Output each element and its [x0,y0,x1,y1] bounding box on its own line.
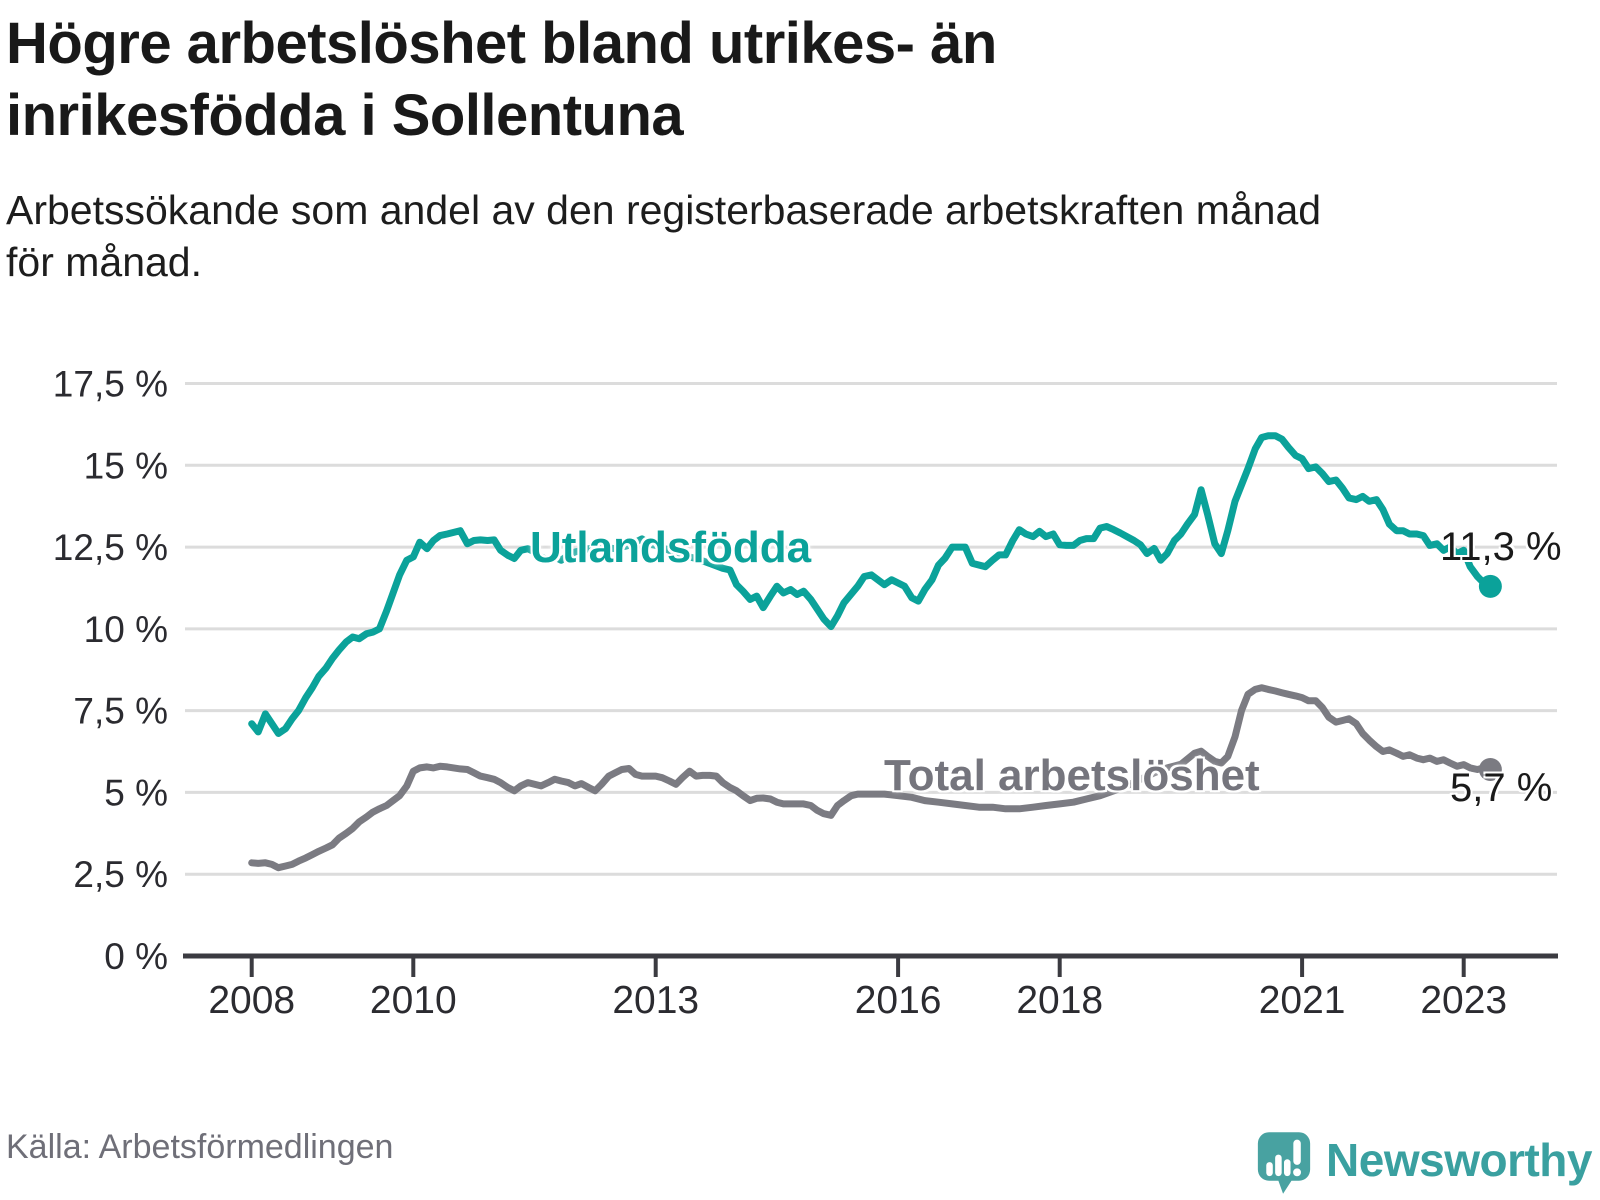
title-line-1: Högre arbetslöshet bland utrikes- än [6,11,997,76]
y-axis-tick-label: 7,5 % [73,691,168,732]
end-value-utlandsfodda: 11,3 % [1440,525,1562,569]
brand-name: Newsworthy [1326,1134,1592,1186]
title-line-2: inrikesfödda i Sollentuna [6,82,684,148]
series-end-dot [1478,758,1502,782]
x-axis-tick-label: 2010 [370,979,457,1022]
brand-logo: Newsworthy [1256,1130,1592,1196]
y-axis-tick-label: 2,5 % [73,854,168,895]
bar-1 [1266,1162,1273,1177]
page-title: Högre arbetslöshet bland utrikes- än inr… [6,8,1566,152]
exclamation-dot [1293,1168,1302,1177]
bar-2 [1275,1154,1282,1177]
y-axis-tick-label: 15 % [84,445,168,486]
x-axis-tick-label: 2008 [208,979,295,1022]
y-axis-tick-label: 10 % [84,609,168,650]
source-note: Källa: Arbetsförmedlingen [6,1128,394,1166]
y-axis-tick-label: 0 % [104,936,168,977]
newsworthy-icon [1257,1132,1311,1194]
x-axis-tick-label: 2016 [855,979,942,1022]
x-axis-tick-label: 2018 [1016,979,1103,1022]
y-axis-tick-label: 17,5 % [53,364,168,405]
y-axis-tick-label: 5 % [104,772,168,813]
series-end-dot [1478,574,1502,598]
x-axis-tick-label: 2021 [1259,979,1346,1022]
subtitle-line-1: Arbetssökande som andel av den registerb… [6,187,1322,233]
series-label-total-arbetsloshet: Total arbetslöshet [884,751,1260,800]
subtitle-line-2: för månad. [6,239,202,286]
bar-3 [1284,1159,1291,1177]
y-axis-tick-label: 12,5 % [53,527,168,568]
series-line-utlandsfodda [248,432,1494,737]
end-value-total: 5,7 % [1450,766,1553,810]
series-label-utlandsfodda: Utlandsfödda [530,523,812,572]
series-line-total [248,684,1494,872]
chart-subtitle: Arbetssökande som andel av den registerb… [6,184,1566,289]
x-axis-tick-label: 2013 [612,979,699,1022]
x-axis-tick-label: 2023 [1420,979,1507,1022]
exclamation-bar [1293,1139,1301,1165]
